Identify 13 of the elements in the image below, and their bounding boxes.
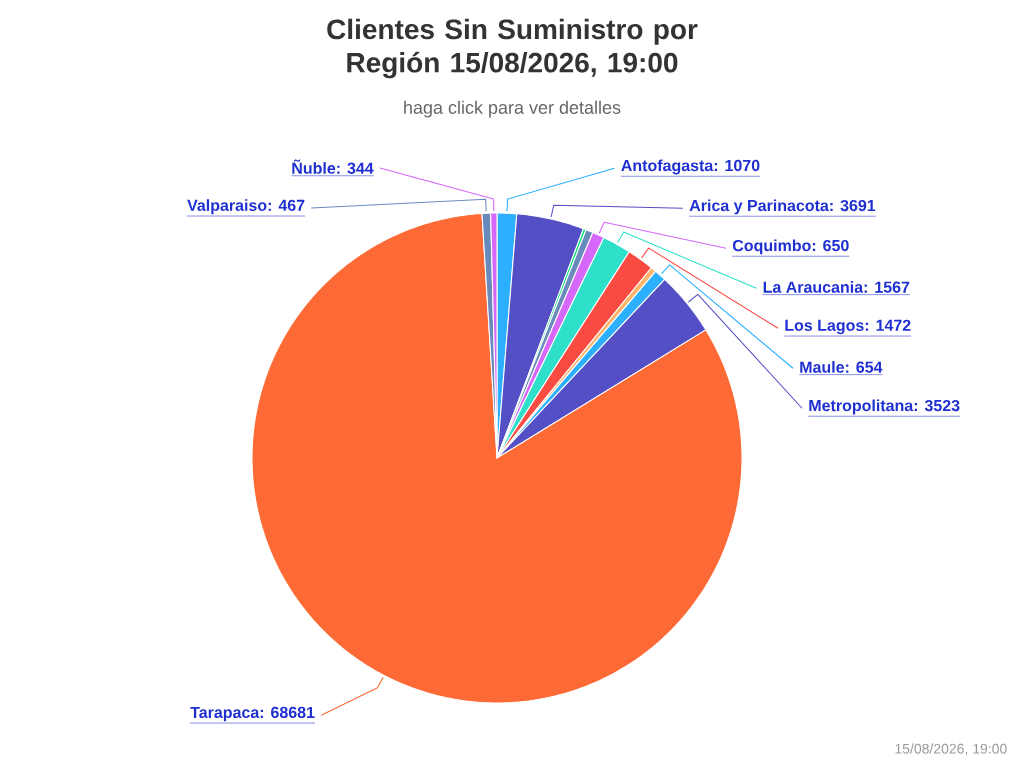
slice-label: Antofagasta: 1070 bbox=[621, 159, 760, 175]
chart-subtitle: haga click para ver detalles bbox=[404, 100, 621, 118]
slice-label: Arica y Parinacota: 3691 bbox=[689, 199, 876, 215]
slice-label: Coquimbo: 650 bbox=[732, 239, 849, 255]
text: 15/08/2026, 19:00 bbox=[895, 743, 1007, 756]
slice-label: Metropolitana: 3523 bbox=[809, 399, 960, 415]
slice-label: La Araucania: 1567 bbox=[763, 281, 910, 293]
slice-label: Valparaiso: 467 bbox=[187, 199, 305, 215]
slice-label: Tarapaca: 68681 bbox=[190, 706, 315, 722]
chart-title: Clientes Sin Suministro por Región 15/08/2026, 19:00 bbox=[327, 18, 698, 79]
slice-label: Maule: 654 bbox=[800, 361, 883, 373]
slice-label: Los Lagos: 1472 bbox=[785, 319, 911, 335]
slice-label: Ñuble: 344 bbox=[292, 159, 374, 174]
